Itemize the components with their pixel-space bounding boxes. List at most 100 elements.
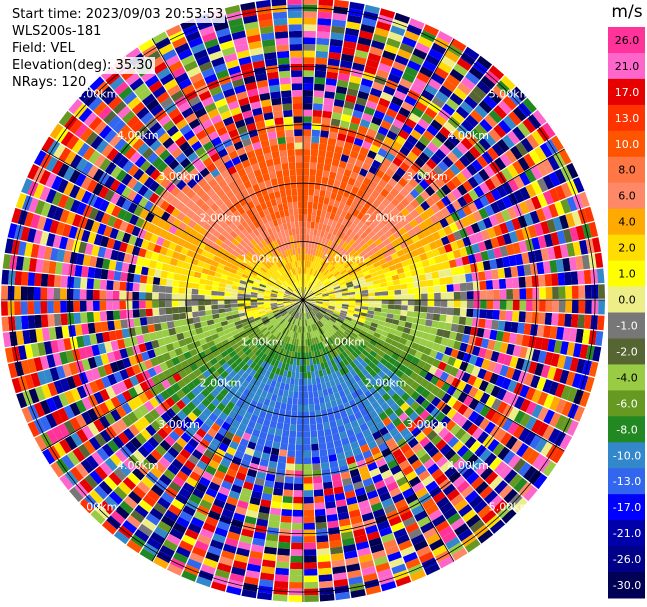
range-gate [201,378,211,388]
range-gate [327,58,340,67]
range-gate [247,441,257,450]
range-gate [210,581,227,592]
range-gate [171,147,183,159]
range-gate [195,198,206,208]
range-gate [256,518,269,527]
range-gate [106,300,113,311]
range-gate [47,301,54,314]
range-gate [100,212,111,225]
range-gate [131,101,146,115]
range-gate [78,241,88,254]
range-gate [363,257,372,264]
range-gate [15,256,24,271]
range-gate [334,492,346,501]
range-gate [375,406,384,416]
range-gate [197,534,212,546]
range-gate [258,505,271,514]
range-gate [317,342,322,350]
range-gate [387,290,395,296]
range-gate [270,351,277,359]
range-gate [560,182,573,198]
range-gate [400,392,411,402]
range-gate [307,291,314,296]
range-gate [280,402,287,411]
range-gate [393,470,405,481]
range-gate [327,373,334,382]
range-gate [531,404,543,419]
range-gate [312,269,317,276]
range-gate [316,301,323,303]
range-gate [531,349,541,362]
range-gate [434,255,443,264]
range-gate [272,593,288,602]
range-gate [534,146,547,162]
range-gate [333,285,341,290]
range-gate [386,211,396,221]
range-gate [278,541,291,550]
range-gate [479,485,494,500]
range-gate [251,428,261,438]
range-gate [313,242,319,250]
range-gate [438,555,454,569]
range-gate [296,358,300,366]
range-gate [327,345,333,353]
range-gate [377,520,391,531]
range-gate [133,274,141,283]
range-gate [220,458,231,468]
range-gate [381,366,390,375]
range-gate [113,320,122,330]
range-gate [154,144,167,157]
range-gate [133,82,148,96]
range-gate [507,192,519,206]
range-gate [369,242,378,250]
range-gate [523,264,532,276]
range-gate [400,197,410,208]
range-gate [150,215,161,226]
range-gate [335,445,344,454]
range-gate [316,209,322,217]
range-gate [361,376,370,385]
range-gate [240,417,250,426]
range-gate [257,351,265,359]
range-gate [326,262,332,270]
range-gate [325,313,332,318]
radial-velocity-field [1,0,605,602]
range-gate [247,261,256,268]
range-gate [548,171,561,187]
range-gate [381,392,391,402]
range-gate [329,276,336,282]
range-gate [266,311,273,316]
range-gate [173,273,181,281]
range-gate [313,364,318,372]
range-gate [265,308,272,313]
range-gate [408,476,421,488]
range-gate [320,130,329,138]
range-gate [360,560,375,570]
range-gate [296,312,299,319]
range-gate [236,243,245,251]
range-gate [289,285,295,291]
range-gate [338,239,346,247]
range-gate [158,132,171,144]
range-gate [393,314,401,321]
range-gate [153,269,162,278]
range-gate [490,351,500,363]
range-gate [146,241,156,252]
range-gate [207,226,216,235]
range-gate [144,164,157,177]
range-gate [380,402,390,412]
range-gate [371,159,382,169]
range-gate [304,287,307,294]
range-gate [136,334,145,345]
range-gate [260,572,275,581]
range-gate [441,195,452,207]
range-gate [204,290,212,296]
range-gate [176,379,187,389]
range-gate [394,498,408,510]
range-gate [385,545,400,556]
range-gate [56,249,66,262]
range-gate [226,346,234,354]
range-gate [230,361,238,370]
range-gate [286,315,292,322]
range-gate [303,76,314,84]
